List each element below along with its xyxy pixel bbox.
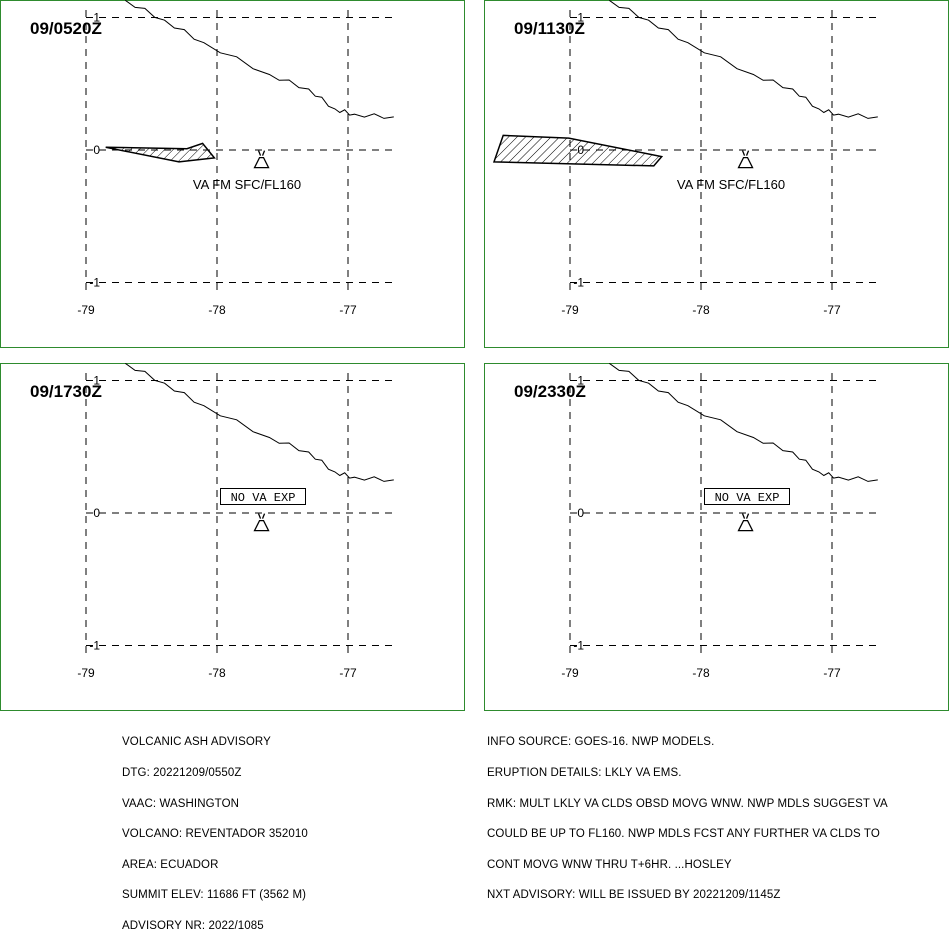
- volcano-icon: [253, 150, 270, 169]
- volcano-cone: [253, 156, 270, 169]
- lon-tick-label: -78: [208, 666, 226, 680]
- lon-tick-label: -79: [77, 303, 95, 317]
- map-svg: -79 -78 -77 1 0 -1 09/1730Z NO VA EXP: [0, 363, 465, 711]
- volcano-plume: [745, 513, 750, 519]
- lat-tick-label: -1: [89, 276, 100, 290]
- border-line: [609, 0, 878, 119]
- lon-tick-label: -77: [823, 666, 841, 680]
- advisory-details-block: INFO SOURCE: GOES-16. NWP MODELS. ERUPTI…: [487, 717, 888, 911]
- lat-tick-label: 0: [93, 143, 100, 157]
- remarks-line-1: RMK: MULT LKLY VA CLDS OBSD MOVG WNW. NW…: [487, 797, 888, 810]
- va-level-label: VA FM SFC/FL160: [193, 177, 301, 192]
- lon-tick-label: -78: [208, 303, 226, 317]
- volcano-plume: [261, 513, 266, 519]
- border-line: [125, 363, 394, 482]
- map-panel-3: -79 -78 -77 1 0 -1 09/1730Z NO VA EXP: [0, 363, 465, 711]
- info-source: INFO SOURCE: GOES-16. NWP MODELS.: [487, 736, 715, 749]
- lon-tick-label: -77: [339, 303, 357, 317]
- advisory-summit-elev: SUMMIT ELEV: 11686 FT (3562 M): [122, 889, 307, 902]
- eruption-details: ERUPTION DETAILS: LKLY VA EMS.: [487, 767, 682, 779]
- lat-tick-label: -1: [573, 639, 584, 653]
- lon-tick-label: -79: [561, 303, 579, 317]
- lat-tick-label: 1: [93, 11, 100, 25]
- no-va-label: NO VA EXP: [231, 491, 296, 505]
- volcano-plume: [741, 513, 746, 519]
- next-advisory: NXT ADVISORY: WILL BE ISSUED BY 20221209…: [487, 889, 781, 902]
- volcano-plume: [745, 150, 750, 156]
- no-va-box: [704, 488, 790, 505]
- no-va-label: NO VA EXP: [715, 491, 780, 505]
- va-level-label: VA FM SFC/FL160: [677, 177, 785, 192]
- lat-tick-label: 1: [577, 374, 584, 388]
- lon-tick-label: -79: [77, 666, 95, 680]
- volcano-cone: [253, 519, 270, 532]
- advisory-number: ADVISORY NR: 2022/1085: [122, 919, 264, 932]
- volcano-icon: [253, 513, 270, 532]
- lat-tick-label: -1: [573, 276, 584, 290]
- lat-tick-label: -1: [89, 639, 100, 653]
- lon-tick-label: -78: [692, 303, 710, 317]
- lat-tick-label: 0: [577, 506, 584, 520]
- ash-cloud-polygon: [105, 142, 216, 163]
- map-panel-1: -79 -78 -77 1 0 -1 09/0520Z VA FM SFC/FL160: [0, 0, 465, 348]
- lon-tick-label: -79: [561, 666, 579, 680]
- lat-tick-label: 0: [93, 506, 100, 520]
- map-panel-4: -79 -78 -77 1 0 -1 09/2330Z NO VA EXP: [484, 363, 949, 711]
- panel-frame: [484, 0, 949, 348]
- panel-time-label: 09/1730Z: [30, 382, 102, 401]
- volcano-icon: [737, 513, 754, 532]
- map-svg: -79 -78 -77 1 0 -1 09/2330Z NO VA EXP: [484, 363, 949, 711]
- panel-frame: [0, 0, 465, 348]
- lat-tick-label: 1: [577, 11, 584, 25]
- advisory-vaac: VAAC: WASHINGTON: [122, 797, 240, 810]
- volcano-plume: [261, 150, 266, 156]
- panel-frame: [0, 363, 465, 711]
- remarks-line-3: CONT MOVG WNW THRU T+6HR. ...HOSLEY: [487, 858, 732, 871]
- ash-cloud-polygon: [492, 134, 664, 167]
- lon-tick-label: -78: [692, 666, 710, 680]
- panel-frame: [484, 363, 949, 711]
- map-svg: -79 -78 -77 1 0 -1 09/0520Z VA FM SFC/FL160: [0, 0, 465, 348]
- panel-time-label: 09/0520Z: [30, 19, 102, 38]
- panel-time-label: 09/1130Z: [514, 19, 585, 38]
- border-line: [609, 363, 878, 482]
- volcano-plume: [741, 150, 746, 156]
- advisory-area: AREA: ECUADOR: [122, 858, 219, 871]
- volcano-plume: [257, 150, 262, 156]
- advisory-dtg: DTG: 20221209/0550Z: [122, 767, 242, 779]
- volcano-cone: [737, 156, 754, 169]
- no-va-box: [220, 488, 306, 505]
- panel-time-label: 09/2330Z: [514, 382, 586, 401]
- lon-tick-label: -77: [823, 303, 841, 317]
- volcano-cone: [737, 519, 754, 532]
- lat-tick-label: 1: [93, 374, 100, 388]
- volcano-icon: [737, 150, 754, 169]
- border-line: [125, 0, 394, 119]
- volcano-plume: [257, 513, 262, 519]
- advisory-volcano: VOLCANO: REVENTADOR 352010: [122, 828, 308, 841]
- advisory-header-block: VOLCANIC ASH ADVISORY DTG: 20221209/0550…: [122, 717, 308, 941]
- lon-tick-label: -77: [339, 666, 357, 680]
- remarks-line-2: COULD BE UP TO FL160. NWP MDLS FCST ANY …: [487, 828, 880, 841]
- advisory-title: VOLCANIC ASH ADVISORY: [122, 736, 271, 749]
